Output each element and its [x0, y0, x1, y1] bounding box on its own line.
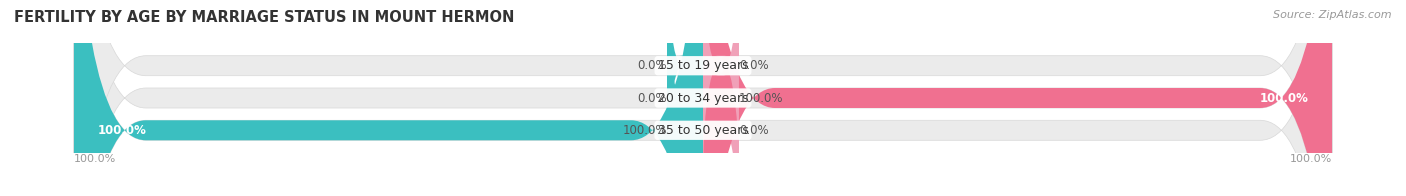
FancyBboxPatch shape: [75, 0, 1331, 196]
FancyBboxPatch shape: [703, 0, 740, 185]
Text: 100.0%: 100.0%: [623, 124, 666, 137]
FancyBboxPatch shape: [75, 0, 703, 196]
Text: 0.0%: 0.0%: [740, 124, 769, 137]
FancyBboxPatch shape: [703, 0, 1331, 196]
Text: 100.0%: 100.0%: [740, 92, 783, 104]
Text: 0.0%: 0.0%: [740, 59, 769, 72]
Text: 0.0%: 0.0%: [637, 92, 666, 104]
Text: 35 to 50 years: 35 to 50 years: [658, 124, 748, 137]
FancyBboxPatch shape: [666, 0, 703, 196]
Text: 100.0%: 100.0%: [75, 153, 117, 163]
FancyBboxPatch shape: [703, 11, 740, 196]
Text: FERTILITY BY AGE BY MARRIAGE STATUS IN MOUNT HERMON: FERTILITY BY AGE BY MARRIAGE STATUS IN M…: [14, 10, 515, 25]
Text: 100.0%: 100.0%: [1260, 92, 1308, 104]
Legend: Married, Unmarried: Married, Unmarried: [614, 192, 792, 196]
Text: 0.0%: 0.0%: [637, 59, 666, 72]
FancyBboxPatch shape: [75, 0, 1331, 196]
FancyBboxPatch shape: [666, 0, 703, 185]
Text: 15 to 19 years: 15 to 19 years: [658, 59, 748, 72]
FancyBboxPatch shape: [75, 0, 1331, 196]
Text: 20 to 34 years: 20 to 34 years: [658, 92, 748, 104]
Text: 100.0%: 100.0%: [1289, 153, 1331, 163]
Text: 100.0%: 100.0%: [98, 124, 146, 137]
Text: Source: ZipAtlas.com: Source: ZipAtlas.com: [1274, 10, 1392, 20]
